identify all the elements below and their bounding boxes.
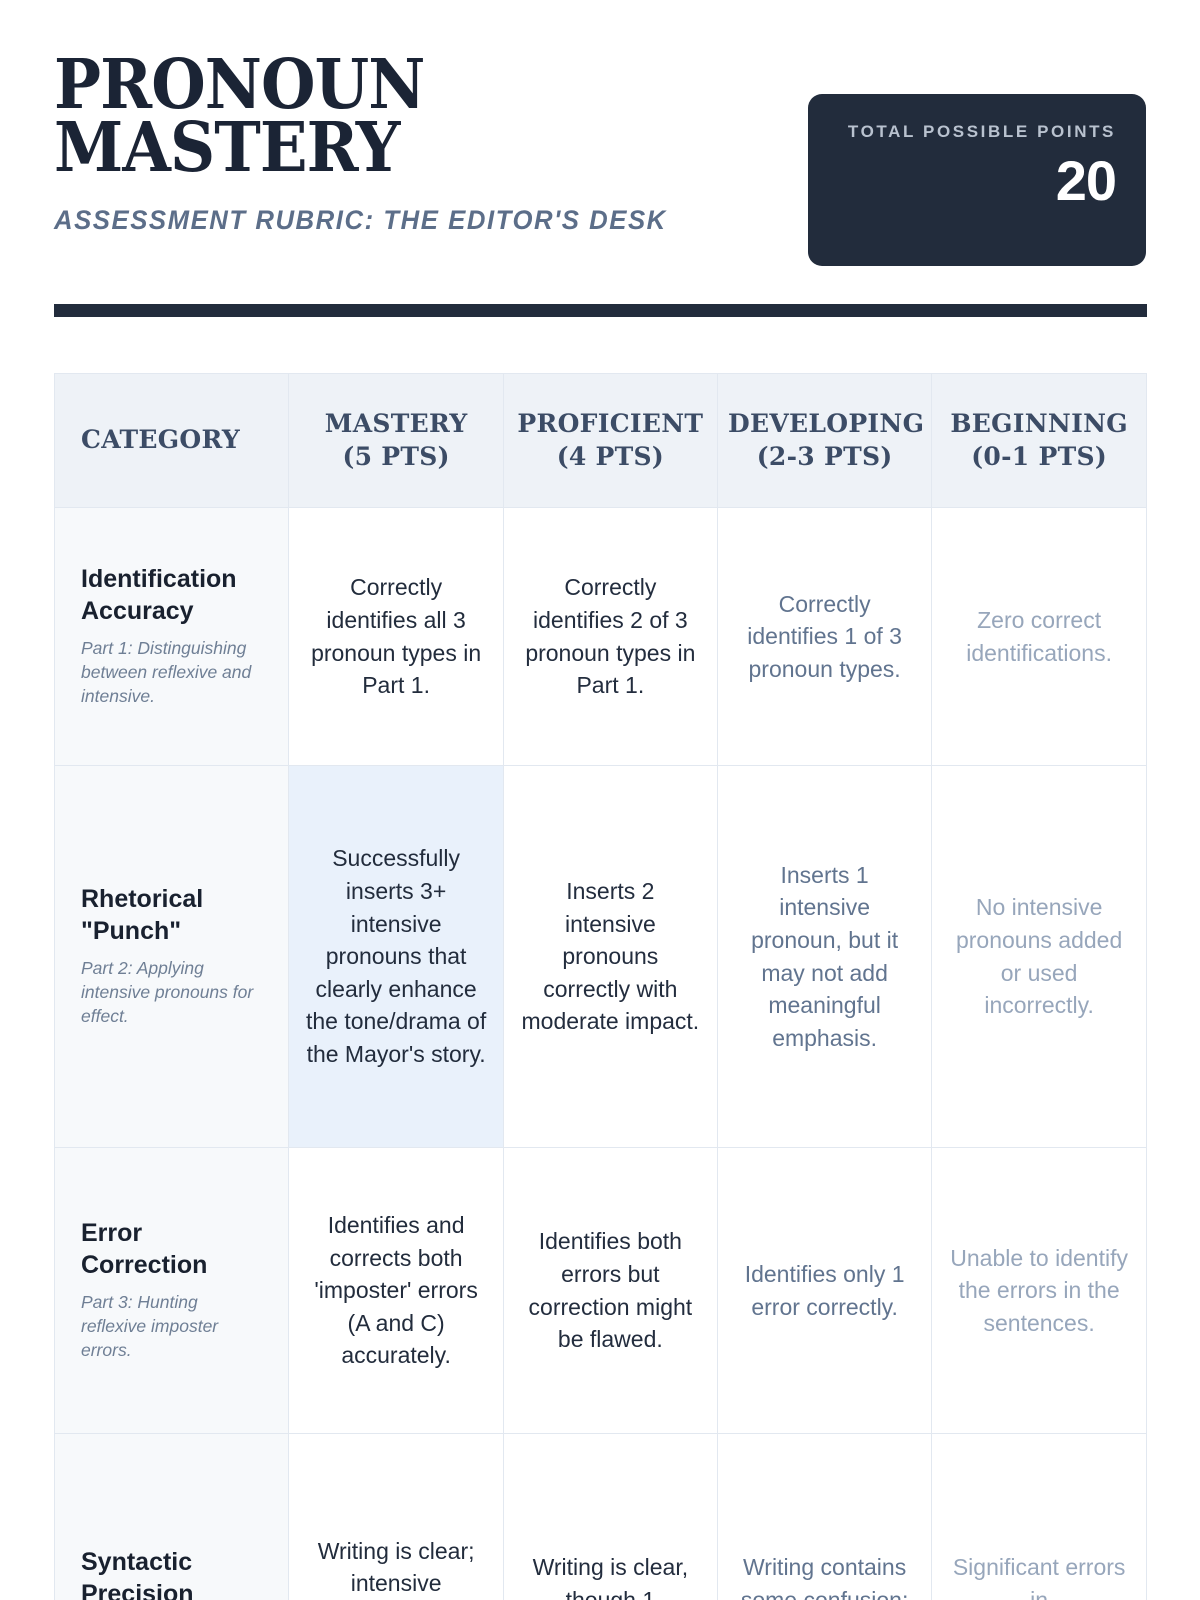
column-header-mastery: MASTERY (5 PTS) (288, 374, 504, 508)
column-header-developing-points: (2-3 PTS) (756, 441, 893, 471)
column-header-proficient-name: PROFICIENT (517, 409, 704, 438)
cell-beginning: Significant errors in (931, 1433, 1146, 1600)
cell-mastery: Writing is clear; intensive pronouns (288, 1433, 504, 1600)
row-category-cell: Syntactic Precision (55, 1433, 290, 1600)
cell-developing: Writing contains some confusion; (717, 1433, 933, 1600)
table-row: Syntactic Precision Writing is clear; in… (55, 1433, 1146, 1600)
column-header-beginning: BEGINNING (0-1 PTS) (931, 374, 1146, 508)
cell-proficient: Identifies both errors but correction mi… (503, 1147, 718, 1434)
cell-mastery: Successfully inserts 3+ intensive pronou… (288, 765, 504, 1148)
rubric-table: CATEGORY MASTERY (5 PTS) PROFICIENT (4 P… (55, 374, 1146, 1600)
cell-developing: Correctly identifies 1 of 3 pronoun type… (717, 507, 933, 766)
row-category-title: Error Correction (81, 1219, 208, 1279)
total-points-badge: TOTAL POSSIBLE POINTS 20 (808, 94, 1146, 266)
cell-proficient: Correctly identifies 2 of 3 pronoun type… (503, 507, 718, 766)
column-header-beginning-name: BEGINNING (950, 409, 1128, 438)
column-header-beginning-points: (0-1 PTS) (971, 441, 1107, 471)
rubric-table-body: Identification Accuracy Part 1: Distingu… (55, 507, 1146, 1600)
row-category-title: Identification Accuracy (81, 565, 237, 625)
column-header-category-name: CATEGORY (81, 425, 240, 455)
table-row: Rhetorical "Punch" Part 2: Applying inte… (55, 765, 1146, 1148)
page-subtitle: ASSESSMENT RUBRIC: THE EDITOR'S DESK (54, 205, 667, 236)
row-category-cell: Rhetorical "Punch" Part 2: Applying inte… (55, 765, 290, 1148)
page-title-line-2: MASTERY (54, 107, 400, 188)
title-block: PRONOUN MASTERY ASSESSMENT RUBRIC: THE E… (54, 50, 686, 236)
column-header-proficient: PROFICIENT (4 PTS) (503, 374, 718, 508)
column-header-developing: DEVELOPING (2-3 PTS) (717, 374, 933, 508)
rubric-table-container: CATEGORY MASTERY (5 PTS) PROFICIENT (4 P… (54, 373, 1147, 1600)
cell-beginning: No intensive pronouns added or used inco… (931, 765, 1146, 1148)
table-row: Identification Accuracy Part 1: Distingu… (55, 507, 1146, 766)
rubric-table-head: CATEGORY MASTERY (5 PTS) PROFICIENT (4 P… (55, 374, 1146, 508)
column-header-developing-name: DEVELOPING (727, 409, 925, 438)
row-category-cell: Identification Accuracy Part 1: Distingu… (55, 507, 290, 766)
table-header-row: CATEGORY MASTERY (5 PTS) PROFICIENT (4 P… (55, 374, 1146, 508)
row-category-subtitle: Part 2: Applying intensive pronouns for … (81, 958, 254, 1026)
row-category-subtitle: Part 3: Hunting reflexive imposter error… (81, 1292, 219, 1360)
column-header-mastery-points: (5 PTS) (342, 441, 450, 471)
cell-mastery: Correctly identifies all 3 pronoun types… (288, 507, 504, 766)
cell-beginning: Unable to identify the errors in the sen… (931, 1147, 1146, 1434)
cell-beginning: Zero correct identifications. (931, 507, 1146, 766)
row-category-cell: Error Correction Part 3: Hunting reflexi… (55, 1147, 290, 1434)
row-category-title: Syntactic Precision (81, 1548, 194, 1600)
page-title-line-1: PRONOUN (54, 45, 425, 125)
row-category-subtitle: Part 1: Distinguishing between reflexive… (81, 638, 252, 706)
column-header-category: CATEGORY (55, 374, 290, 508)
page-header: PRONOUN MASTERY ASSESSMENT RUBRIC: THE E… (54, 0, 1146, 266)
column-header-mastery-name: MASTERY (324, 409, 468, 438)
cell-proficient: Inserts 2 intensive pronouns correctly w… (503, 765, 718, 1148)
table-row: Error Correction Part 3: Hunting reflexi… (55, 1147, 1146, 1434)
cell-developing: Inserts 1 intensive pronoun, but it may … (717, 765, 933, 1148)
cell-mastery: Identifies and corrects both 'imposter' … (288, 1147, 504, 1434)
total-points-label: TOTAL POSSIBLE POINTS (847, 122, 1116, 141)
header-divider-rule (54, 304, 1147, 317)
cell-developing: Identifies only 1 error correctly. (717, 1147, 933, 1434)
page-title: PRONOUN MASTERY (54, 45, 635, 188)
row-category-title: Rhetorical "Punch" (81, 885, 204, 945)
column-header-proficient-points: (4 PTS) (556, 441, 665, 471)
cell-proficient: Writing is clear, though 1 (503, 1433, 718, 1600)
total-points-value: 20 (1055, 148, 1117, 212)
